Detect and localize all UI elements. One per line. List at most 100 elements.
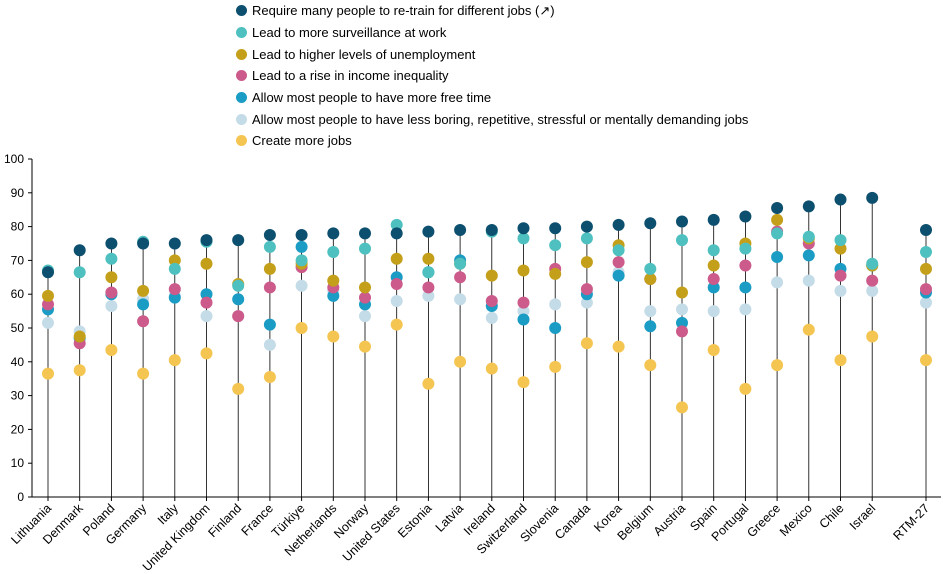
x-tick-label: Israel — [847, 501, 879, 533]
data-point — [232, 293, 245, 306]
data-point — [422, 377, 435, 390]
legend-item: Lead to more surveillance at work — [236, 22, 748, 44]
data-point — [295, 229, 308, 242]
data-point — [485, 311, 498, 324]
data-point — [295, 254, 308, 267]
data-point — [105, 343, 118, 356]
x-tick-label: Italy — [155, 501, 182, 528]
chart-legend: Require many people to re-train for diff… — [236, 0, 748, 152]
data-point — [549, 267, 562, 280]
data-points — [42, 191, 932, 414]
data-point — [739, 281, 752, 294]
data-point — [200, 296, 213, 309]
x-tick-label: RTM-27 — [890, 501, 932, 543]
data-point — [707, 259, 720, 272]
data-point — [422, 281, 435, 294]
data-point — [422, 252, 435, 265]
data-point — [676, 316, 688, 329]
data-point — [802, 249, 815, 262]
data-point — [200, 310, 213, 323]
data-point — [834, 242, 847, 255]
legend-marker — [236, 27, 247, 39]
data-point — [42, 266, 54, 279]
data-point — [390, 278, 403, 291]
legend-marker — [236, 92, 247, 104]
data-point — [834, 193, 847, 206]
data-point — [105, 300, 118, 313]
data-point — [359, 291, 371, 304]
data-point — [612, 340, 625, 353]
data-point — [390, 294, 403, 307]
data-point — [644, 272, 657, 285]
data-point — [866, 274, 879, 287]
data-point — [327, 330, 340, 343]
x-tick-label: Finland — [205, 501, 244, 540]
data-point — [327, 289, 340, 302]
x-tick-label: Chile — [817, 501, 847, 531]
y-tick-label: 0 — [17, 490, 24, 504]
data-point — [137, 315, 150, 328]
y-tick-label: 70 — [11, 253, 25, 267]
data-point — [327, 274, 340, 287]
data-point — [263, 338, 276, 351]
data-point — [168, 262, 181, 275]
data-point — [485, 269, 498, 282]
legend-label: Lead to higher levels of unemployment — [252, 46, 476, 62]
data-point — [517, 222, 530, 235]
data-point — [866, 284, 879, 297]
data-point — [644, 262, 657, 275]
data-point — [73, 244, 86, 257]
data-point — [676, 325, 688, 338]
data-point — [707, 281, 720, 294]
data-point — [200, 234, 213, 247]
legend-label: Require many people to re-train for diff… — [252, 2, 555, 18]
data-point — [73, 364, 86, 377]
y-tick-label: 90 — [11, 186, 25, 200]
data-point — [802, 323, 815, 336]
y-tick-label: 20 — [11, 422, 25, 436]
data-point — [834, 269, 847, 282]
x-tick-label: Austria — [651, 501, 688, 538]
data-point — [771, 202, 784, 215]
data-point — [168, 237, 181, 250]
data-point — [549, 222, 562, 235]
data-point — [739, 210, 752, 223]
data-point — [73, 330, 86, 343]
legend-label: Allow most people to have less boring, r… — [252, 111, 749, 127]
data-point — [327, 227, 340, 240]
data-point — [517, 305, 530, 318]
data-point — [920, 296, 932, 309]
x-tick-label: Mexico — [777, 501, 815, 539]
data-point — [676, 303, 688, 316]
data-point — [359, 227, 371, 240]
data-point — [802, 230, 815, 243]
data-point — [105, 237, 118, 250]
data-point — [168, 283, 181, 296]
data-point — [454, 293, 467, 306]
data-point — [454, 257, 467, 270]
data-point — [168, 254, 181, 267]
data-point — [422, 225, 435, 238]
data-point — [676, 234, 688, 247]
data-point — [612, 269, 625, 282]
data-point — [200, 257, 213, 270]
data-point — [834, 354, 847, 367]
data-point — [485, 362, 498, 375]
data-point — [580, 296, 593, 309]
data-point — [580, 220, 593, 233]
data-point — [200, 288, 213, 301]
data-point — [263, 281, 276, 294]
data-point — [802, 200, 815, 213]
data-point — [263, 318, 276, 331]
data-point — [707, 305, 720, 318]
data-point — [644, 320, 657, 333]
data-point — [263, 262, 276, 275]
legend-item: Create more jobs — [236, 130, 748, 152]
data-point — [676, 286, 688, 299]
chart-axes: 0 10 20 30 40 50 60 70 80 90 100 — [4, 152, 941, 504]
legend-marker — [236, 135, 247, 147]
legend-item: Allow most people to have less boring, r… — [236, 108, 748, 130]
data-point — [866, 257, 879, 270]
